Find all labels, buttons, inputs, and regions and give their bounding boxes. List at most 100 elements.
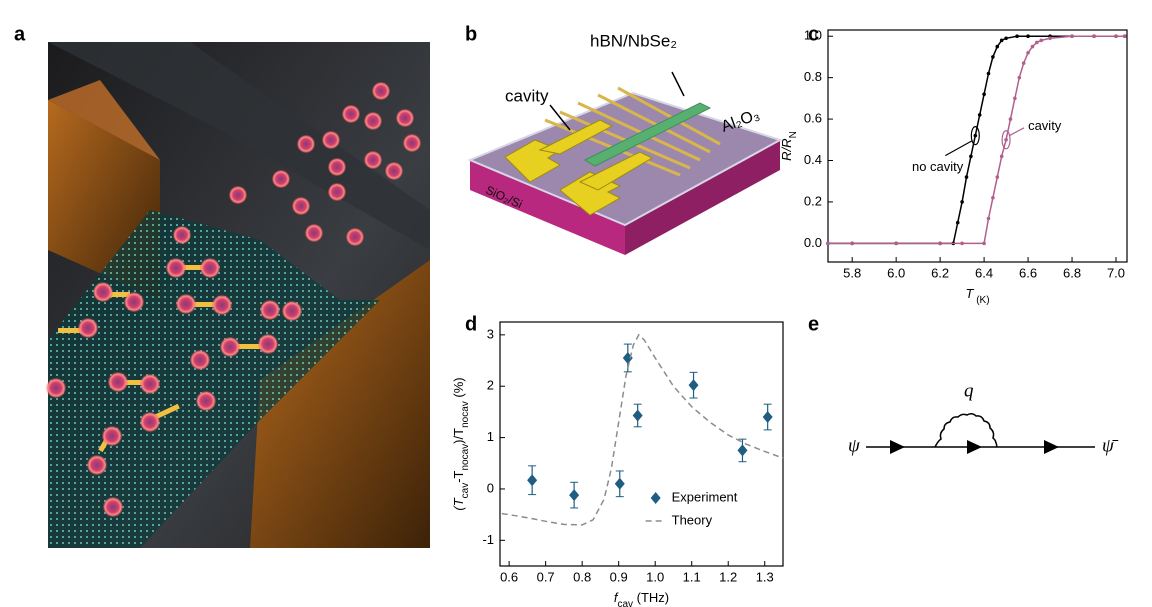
device-schematic	[467, 71, 783, 255]
point	[964, 175, 969, 179]
axis-label-part: nocav	[460, 401, 471, 428]
point	[995, 44, 1000, 49]
point	[632, 409, 643, 422]
point	[991, 55, 995, 59]
axis-label-part: cav	[460, 483, 471, 499]
series-line	[501, 333, 784, 526]
point	[1004, 36, 1008, 41]
point	[999, 38, 1004, 43]
panel-label: c	[808, 23, 819, 45]
legend-label: no cavity	[912, 159, 964, 174]
point	[991, 195, 995, 200]
point	[894, 241, 898, 246]
point	[938, 241, 942, 246]
point	[1035, 40, 1039, 45]
y-tick-label: 0.8	[804, 69, 822, 84]
point	[688, 379, 699, 392]
x-tick-label: 6.6	[1019, 265, 1037, 280]
point	[986, 216, 991, 221]
x-tick-label: 6.2	[931, 265, 949, 280]
x-tick-label: 1.3	[756, 569, 774, 584]
point	[1015, 34, 1019, 39]
axis-label-part: f	[614, 590, 619, 605]
point	[960, 200, 964, 204]
axis-label-part: nocav	[460, 444, 471, 471]
y-tick-label: 1.0	[804, 28, 822, 43]
panel-label: d	[465, 313, 477, 335]
axis-label-part: N	[788, 131, 799, 138]
axis-label-part: cav	[617, 599, 633, 607]
artwork	[46, 42, 430, 548]
annotation-line	[1008, 127, 1025, 137]
point	[614, 477, 625, 490]
point	[527, 474, 538, 487]
diagram-label: ψ	[848, 435, 861, 456]
axis-label-part: T	[965, 286, 974, 301]
point	[986, 71, 991, 76]
legend-label: cavity	[1028, 118, 1062, 133]
point	[1026, 50, 1030, 55]
y-axis-label: (Tcav-Tnocav)/Tnocav (%)	[451, 377, 471, 510]
diagram-label: ψ̄	[1102, 435, 1119, 456]
point	[973, 133, 978, 138]
panel-label: a	[14, 23, 26, 45]
x-tick-label: 0.7	[537, 569, 555, 584]
schematic-label: cavity	[505, 86, 549, 105]
x-tick-label: 6.4	[975, 265, 993, 280]
y-tick-label: 2	[487, 378, 494, 393]
point	[569, 489, 580, 502]
x-axis-label: fcav (THz)	[614, 590, 669, 607]
y-axis-label: R/RN	[779, 131, 799, 161]
axis-label-part: (THz)	[633, 590, 669, 605]
annotation-line	[945, 140, 973, 157]
point	[1114, 34, 1118, 39]
y-tick-label: 0.2	[804, 193, 822, 208]
x-tick-label: 0.9	[610, 569, 628, 584]
series-line	[828, 35, 1125, 245]
point	[982, 241, 986, 246]
axis-label-part: R/R	[779, 138, 794, 160]
y-tick-label: 0.6	[804, 111, 822, 126]
axis-label-part: -T	[451, 470, 466, 482]
axis-label-part: (K)	[973, 295, 989, 306]
plot-frame	[827, 29, 1128, 263]
point	[737, 444, 748, 457]
point	[960, 241, 964, 246]
x-tick-label: 1.0	[646, 569, 664, 584]
feynman-diagram	[866, 412, 1095, 454]
panel-label: e	[808, 313, 819, 335]
axis-label-part: (T	[451, 497, 466, 510]
point	[1092, 34, 1096, 39]
panel-label: b	[465, 23, 477, 45]
y-tick-label: 0.4	[804, 152, 822, 167]
x-tick-label: 0.8	[573, 569, 591, 584]
point	[1017, 75, 1022, 80]
point	[850, 241, 854, 246]
point	[826, 241, 830, 246]
x-axis-label: T (K)	[965, 286, 989, 306]
y-tick-label: 3	[487, 326, 494, 341]
point	[1013, 96, 1017, 101]
schematic-label: hBN/NbSe₂	[590, 31, 677, 50]
x-tick-label: 6.0	[887, 265, 905, 280]
diagram-label: q	[964, 380, 974, 401]
point	[995, 175, 1000, 179]
x-tick-label: 0.6	[500, 569, 518, 584]
point	[999, 154, 1004, 159]
y-tick-label: 0.0	[804, 235, 822, 250]
x-tick-label: 5.8	[843, 265, 861, 280]
annotation-ring	[1001, 130, 1011, 150]
point	[982, 92, 986, 97]
series-line	[828, 35, 1125, 245]
plot-frame	[499, 321, 784, 567]
x-tick-label: 1.1	[683, 569, 701, 584]
legend-label: Experiment	[672, 489, 738, 504]
point	[977, 113, 982, 117]
y-tick-label: 0	[487, 480, 494, 495]
x-tick-label: 6.8	[1063, 265, 1081, 280]
x-tick-label: 1.2	[719, 569, 737, 584]
point	[1021, 61, 1026, 65]
y-tick-label: 1	[487, 429, 494, 444]
legend-marker	[650, 492, 661, 504]
